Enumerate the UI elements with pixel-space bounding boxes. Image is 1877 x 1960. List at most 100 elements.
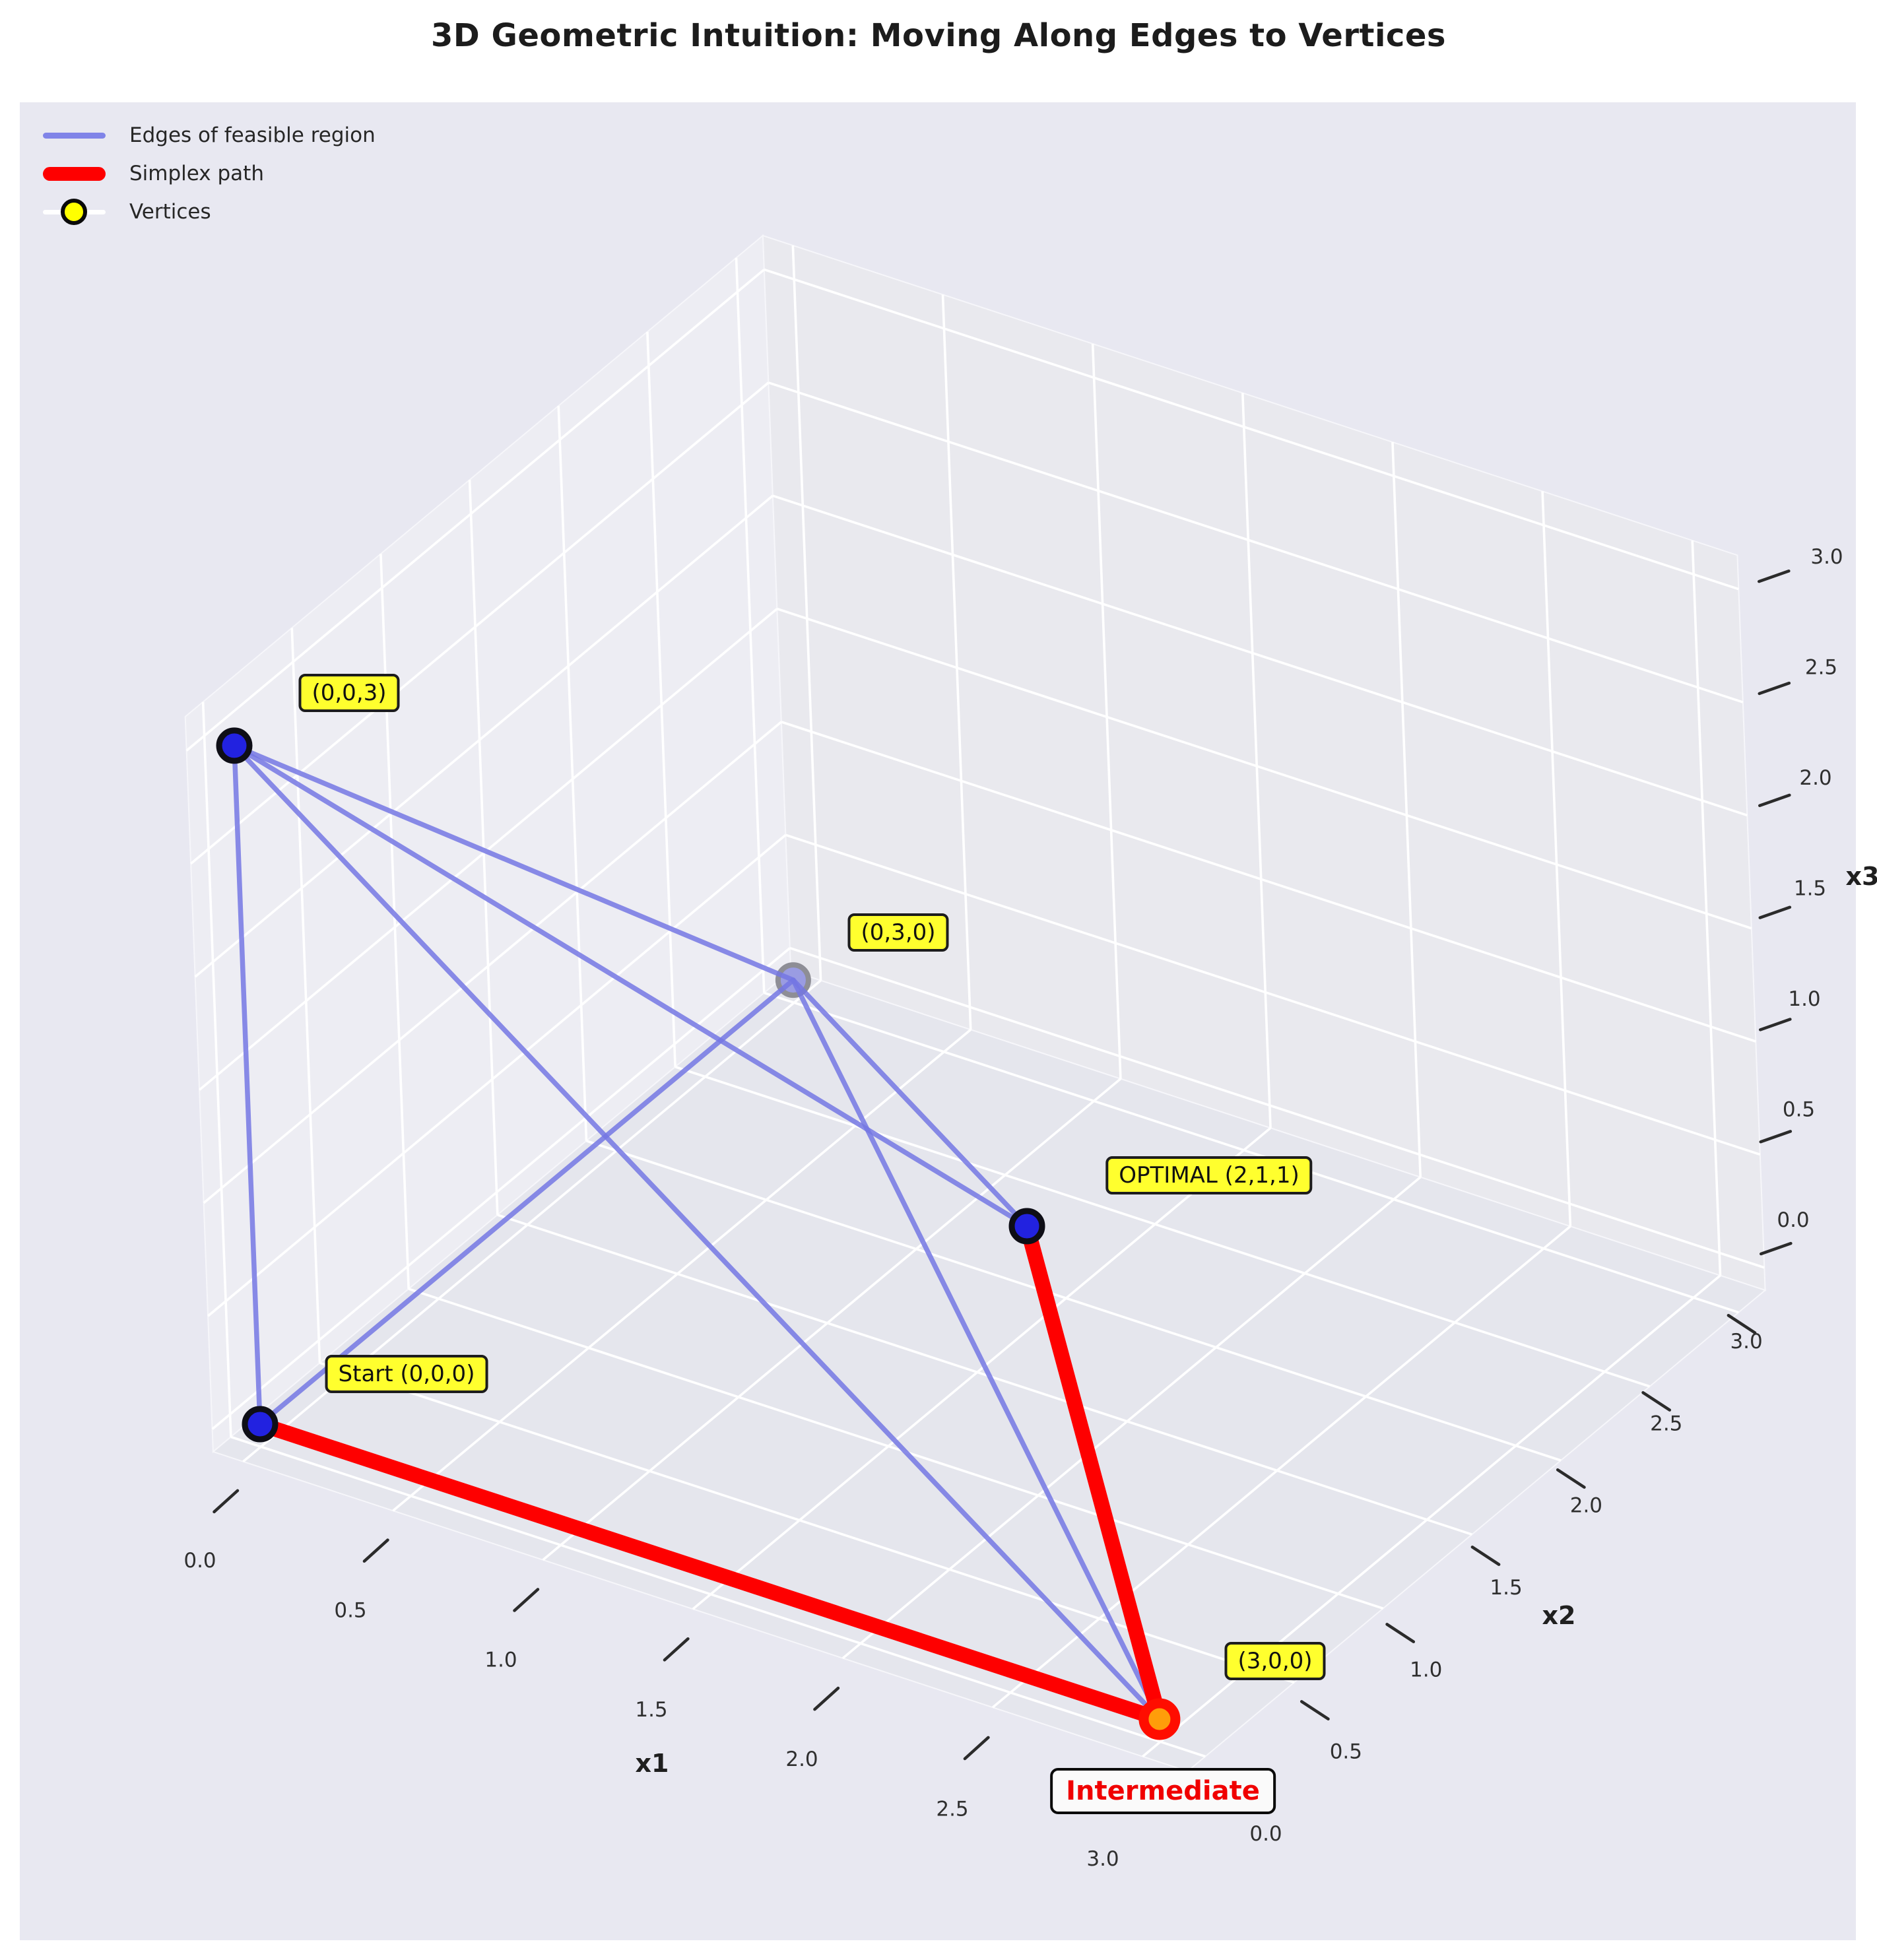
x1-tick-mark (963, 1736, 990, 1761)
grid-line (675, 1065, 1651, 1388)
x2-tick-label: 1.5 (1490, 1576, 1522, 1600)
grid-line (692, 1127, 1272, 1610)
legend-label: Edges of feasible region (129, 123, 376, 147)
grid-line (203, 721, 783, 1204)
edge-line-icon (41, 132, 107, 139)
grid-line (991, 1225, 1571, 1709)
x3-tick-mark (1757, 570, 1791, 583)
x2-tick-label: 0.5 (1330, 1740, 1362, 1764)
x2-axis-label: x2 (1542, 1601, 1576, 1630)
x2-tick-mark (1385, 1623, 1416, 1643)
x3-axis-label: x3 (1846, 862, 1877, 891)
x3-tick-label: 2.5 (1805, 656, 1837, 680)
legend-item-simplex-path: Simplex path (41, 154, 376, 193)
grid-line (198, 608, 778, 1091)
vertex-marker-optimal (1008, 1208, 1045, 1245)
x3-tick-mark (1758, 793, 1791, 808)
legend-item-edges: Edges of feasible region (41, 116, 376, 154)
grid-line (1691, 540, 1722, 1276)
path-line-icon (41, 166, 107, 181)
grid-line (230, 1435, 1206, 1758)
grid-line (207, 833, 787, 1317)
x3-tick-label: 1.0 (1788, 987, 1820, 1011)
grid-line (408, 1288, 1384, 1610)
x3-tick-mark (1758, 681, 1791, 696)
x1-tick-label: 3.0 (1086, 1847, 1119, 1871)
x2-tick-label: 2.0 (1570, 1494, 1602, 1518)
axis-tick-labels: 0.0 0.5 1.0 1.5 2.0 2.5 3.0 0.0 0.5 1.0 1.5 2.0 2.5 3… (183, 545, 1843, 1871)
edge-x3max-optimal (232, 743, 1030, 1229)
grid-line (841, 1176, 1422, 1660)
x3-tick-mark (1758, 905, 1792, 919)
x3-tick-mark (1759, 1130, 1793, 1144)
legend-label: Vertices (129, 200, 211, 224)
x2-tick-mark (1300, 1700, 1330, 1720)
grid-line (791, 245, 822, 981)
grid-line (542, 1078, 1122, 1561)
page-title: 3D Geometric Intuition: Moving Along Edg… (431, 17, 1446, 54)
x1-tick-mark (663, 1637, 690, 1662)
grid-line (789, 946, 1765, 1269)
grid-line (290, 628, 321, 1363)
vertex-markers (216, 727, 1181, 1740)
grid-line (1391, 441, 1422, 1177)
x1-tick-label: 0.0 (183, 1549, 216, 1573)
legend-item-vertices: Vertices (41, 193, 376, 231)
x1-tick-label: 1.5 (635, 1698, 667, 1722)
edge-origin-x2max (257, 977, 796, 1427)
x2-tick-mark (1641, 1390, 1672, 1412)
grid-line (189, 381, 770, 865)
x1-axis-label: x1 (636, 1749, 669, 1778)
grid-line (768, 381, 1744, 703)
vertex-marker-x3max (216, 727, 253, 764)
grid-line (585, 1140, 1562, 1462)
x3-tick-label: 3.0 (1810, 545, 1843, 569)
x2-tick-mark (1556, 1468, 1586, 1489)
x1-tick-label: 1.0 (484, 1649, 517, 1672)
grid-line (201, 702, 232, 1437)
axis-name-labels: x1 x2 x3 (636, 862, 1877, 1778)
x3-tick-label: 2.0 (1799, 766, 1831, 790)
grid-line (776, 607, 1752, 930)
x1-tick-mark (362, 1538, 389, 1563)
edge-origin-x3max (232, 743, 263, 1427)
grid-line (557, 405, 588, 1141)
legend: Edges of feasible region Simplex path Ve… (41, 116, 376, 231)
grid-line (764, 268, 1739, 591)
x1-tick-mark (813, 1686, 840, 1711)
x2-tick-label: 3.0 (1730, 1330, 1762, 1354)
grid-line (781, 721, 1756, 1043)
x1-tick-label: 2.5 (936, 1798, 968, 1821)
edge-x3max-x1max (232, 743, 1162, 1722)
x1-tick-label: 0.5 (334, 1598, 366, 1622)
grid-line (497, 1214, 1472, 1536)
x2-tick-label: 0.0 (1249, 1822, 1282, 1846)
edge-x2max-x1max (791, 977, 1162, 1722)
grid-line (735, 257, 766, 993)
grid-line (1091, 343, 1122, 1079)
grid-line (785, 833, 1761, 1156)
grid-line (468, 480, 499, 1215)
x2-tick-mark (1727, 1313, 1757, 1334)
grid-line (941, 294, 972, 1030)
edge-x3max-x2max (232, 743, 796, 983)
grid-line (211, 947, 791, 1430)
vertex-marker-origin (242, 1406, 279, 1443)
grid-line (1541, 491, 1572, 1227)
x3-tick-mark (1759, 1241, 1793, 1256)
x1-tick-mark (213, 1489, 240, 1514)
grid-line (1241, 393, 1272, 1128)
legend-label: Simplex path (129, 162, 264, 185)
vertex-marker-x1max (1138, 1698, 1181, 1740)
vertex-marker-icon (41, 199, 107, 225)
x3-tick-label: 1.5 (1794, 877, 1826, 901)
grid-line (185, 269, 766, 752)
edge-x2max-optimal (791, 977, 1030, 1229)
grid-line (764, 991, 1739, 1314)
x2-tick-mark (1470, 1546, 1501, 1566)
x1-tick-label: 2.0 (785, 1748, 818, 1771)
x2-tick-label: 1.0 (1410, 1658, 1442, 1682)
x2-tick-label: 2.5 (1650, 1412, 1682, 1435)
